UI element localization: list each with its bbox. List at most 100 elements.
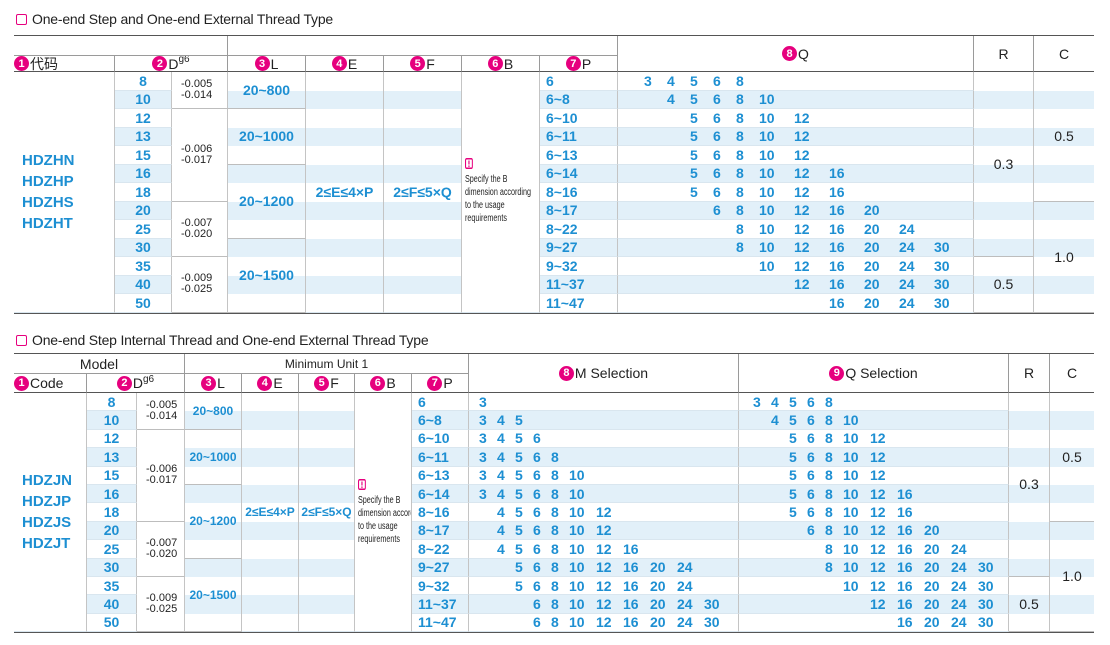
selection-value: 10 [843, 448, 859, 465]
selection-slots: 5 6 8 10 12 16 [753, 486, 1005, 502]
row-stripe [87, 448, 137, 467]
header-label: 代码 [30, 56, 58, 72]
selection-value: 16 [897, 504, 913, 521]
tolerance-upper: -0.006 [181, 142, 213, 155]
pitch-range: 6~14 [412, 484, 469, 504]
selection-value: 20 [864, 294, 880, 311]
selection-cell: 5 6 8 10 12 [618, 146, 974, 165]
selection-value: 10 [843, 485, 859, 502]
diameter: 16 [87, 484, 137, 504]
pitch-range: 8~22 [540, 220, 618, 239]
row-stripe [185, 558, 355, 577]
selection-value: 12 [794, 146, 810, 163]
selection-value: 10 [759, 239, 775, 256]
selection-cell: 5 6 8 10 12 16 [618, 183, 974, 202]
group-header: Minimum Unit 1 [185, 354, 469, 374]
selection-value: 8 [825, 448, 833, 465]
selection-value: 16 [897, 614, 913, 631]
selection-value: 8 [551, 595, 559, 612]
pitch-range: 6~11 [540, 127, 618, 146]
tolerance-upper: -0.006 [146, 463, 178, 476]
selection-value: 8 [736, 202, 744, 219]
selection-value: 6 [713, 91, 721, 108]
selection-value: 12 [870, 522, 886, 539]
group-cell: -0.009 -0.025 [137, 576, 185, 633]
row-stripe [87, 558, 137, 577]
selection-slots: 6 8 10 12 16 20 [753, 522, 1005, 538]
selection-value: 24 [899, 257, 915, 274]
selection-cell: 5 6 8 10 12 [618, 109, 974, 128]
title-icon [16, 334, 27, 346]
row-stripe [412, 448, 1094, 467]
selection-value: 5 [690, 128, 698, 145]
selection-value: 20 [924, 595, 940, 612]
selection-cell: 8 10 12 16 20 24 [618, 220, 974, 239]
selection-value: 5 [515, 448, 523, 465]
selection-value: 5 [690, 72, 698, 89]
tolerance-upper: -0.005 [181, 78, 213, 90]
selection-value: 8 [825, 485, 833, 502]
selection-value: 5 [690, 183, 698, 200]
selection-slots: 12 16 20 24 30 [753, 596, 1005, 612]
pitch-range: 9~32 [412, 576, 469, 596]
selection-value: 8 [736, 91, 744, 108]
selection-value: 6 [533, 540, 541, 557]
selection-value: 16 [829, 220, 845, 237]
selection-value: 10 [759, 220, 775, 237]
selection-value: 3 [479, 485, 487, 502]
selection-value: 20 [864, 202, 880, 219]
circle-number: 6 [487, 56, 503, 71]
selection-value: 5 [789, 467, 797, 484]
pitch-range: 6 [412, 393, 469, 412]
selection-slots: 10 12 16 20 24 30 [753, 578, 1005, 594]
group-header: Model [14, 354, 185, 374]
pitch-range: 8~17 [540, 201, 618, 220]
selection-value: 24 [677, 614, 693, 631]
selection-slots: 3 [479, 394, 731, 410]
circle-number: 8 [558, 365, 574, 381]
selection-cell: 8 10 12 16 20 24 30 [618, 238, 974, 257]
selection-value: 6 [713, 72, 721, 89]
row-stripe [228, 127, 462, 146]
selection-cell: 6 8 10 12 16 20 24 30 [469, 595, 739, 614]
circle-number: 4 [331, 56, 347, 71]
selection-value: 4 [497, 522, 505, 539]
pitch-range: 8~16 [412, 503, 469, 522]
selection-slots: 4 5 6 8 10 12 [479, 522, 731, 538]
diameter: 50 [115, 294, 172, 313]
model-code: HDZJN [22, 472, 73, 490]
selection-value: 12 [596, 522, 612, 539]
selection-value: 12 [870, 485, 886, 502]
pitch-range: 6 [540, 72, 618, 91]
selection-value: 10 [843, 430, 859, 447]
selection-value: 8 [736, 220, 744, 237]
selection-value: 12 [596, 504, 612, 521]
selection-slots: 4 5 6 8 10 12 16 [479, 541, 731, 557]
selection-slots: 12 16 20 24 30 [644, 276, 969, 292]
diameter: 40 [115, 275, 172, 294]
selection-value: 12 [794, 276, 810, 293]
selection-value: 24 [899, 276, 915, 293]
selection-value: 8 [551, 614, 559, 631]
selection-value: 20 [924, 614, 940, 631]
selection-value: 10 [759, 165, 775, 182]
selection-value: 30 [978, 577, 994, 594]
diameter: 35 [115, 257, 172, 276]
selection-slots: 3 4 5 6 8 10 [479, 467, 731, 483]
selection-value: 8 [551, 467, 559, 484]
row-stripe [115, 275, 172, 294]
tolerance-lower: -0.014 [146, 409, 178, 422]
selection-value: 16 [623, 614, 639, 631]
pitch-range: 6~10 [540, 109, 618, 128]
selection-value: 30 [978, 614, 994, 631]
selection-value: 3 [753, 393, 761, 410]
selection-value: 8 [736, 72, 744, 89]
